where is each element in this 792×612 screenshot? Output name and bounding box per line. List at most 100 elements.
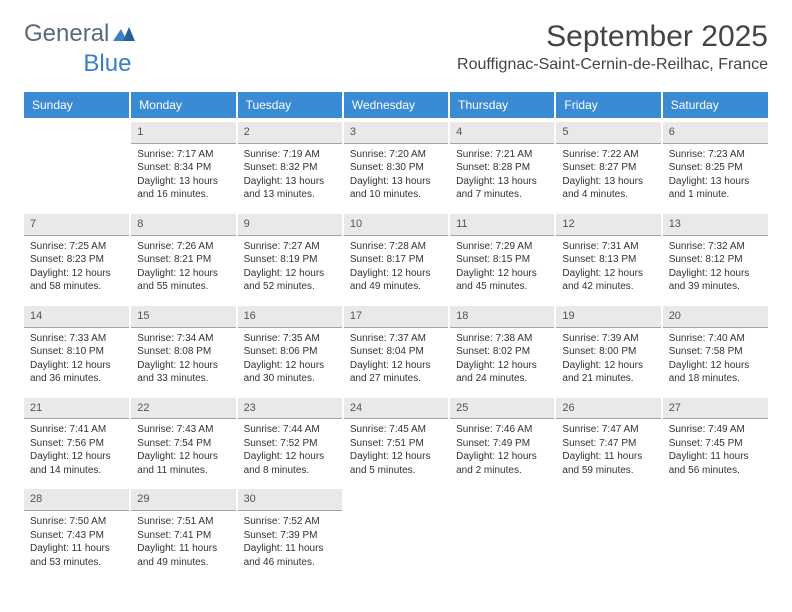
calendar-table: SundayMondayTuesdayWednesdayThursdayFrid… bbox=[24, 92, 768, 581]
sunset-text: Sunset: 8:10 PM bbox=[30, 345, 123, 359]
calendar-week-row: 7Sunrise: 7:25 AMSunset: 8:23 PMDaylight… bbox=[24, 211, 768, 303]
daylight-text: Daylight: 12 hours and 30 minutes. bbox=[244, 359, 336, 386]
calendar-body: 1Sunrise: 7:17 AMSunset: 8:34 PMDaylight… bbox=[24, 120, 768, 578]
daylight-text: Daylight: 12 hours and 14 minutes. bbox=[30, 450, 123, 477]
sunrise-text: Sunrise: 7:28 AM bbox=[350, 240, 442, 254]
day-content: Sunrise: 7:49 AMSunset: 7:45 PMDaylight:… bbox=[663, 419, 768, 483]
sunset-text: Sunset: 7:51 PM bbox=[350, 437, 442, 451]
sunrise-text: Sunrise: 7:34 AM bbox=[137, 332, 229, 346]
daylight-text: Daylight: 12 hours and 2 minutes. bbox=[456, 450, 548, 477]
sunrise-text: Sunrise: 7:46 AM bbox=[456, 423, 548, 437]
sunrise-text: Sunrise: 7:45 AM bbox=[350, 423, 442, 437]
day-number: 30 bbox=[238, 489, 342, 511]
calendar-day-cell: 18Sunrise: 7:38 AMSunset: 8:02 PMDayligh… bbox=[449, 303, 555, 395]
daylight-text: Daylight: 12 hours and 27 minutes. bbox=[350, 359, 442, 386]
logo: General bbox=[24, 20, 137, 48]
calendar-day-cell: 21Sunrise: 7:41 AMSunset: 7:56 PMDayligh… bbox=[24, 395, 130, 487]
sunset-text: Sunset: 7:39 PM bbox=[244, 529, 336, 543]
calendar-day-cell: 16Sunrise: 7:35 AMSunset: 8:06 PMDayligh… bbox=[237, 303, 343, 395]
sunrise-text: Sunrise: 7:40 AM bbox=[669, 332, 762, 346]
day-number: 7 bbox=[24, 214, 129, 236]
day-content: Sunrise: 7:43 AMSunset: 7:54 PMDaylight:… bbox=[131, 419, 235, 483]
calendar-day-cell: 19Sunrise: 7:39 AMSunset: 8:00 PMDayligh… bbox=[555, 303, 661, 395]
sunset-text: Sunset: 8:34 PM bbox=[137, 161, 229, 175]
sunset-text: Sunset: 7:54 PM bbox=[137, 437, 229, 451]
day-content: Sunrise: 7:22 AMSunset: 8:27 PMDaylight:… bbox=[556, 144, 660, 208]
calendar-week-row: 1Sunrise: 7:17 AMSunset: 8:34 PMDaylight… bbox=[24, 120, 768, 211]
calendar-day-cell: 15Sunrise: 7:34 AMSunset: 8:08 PMDayligh… bbox=[130, 303, 236, 395]
daylight-text: Daylight: 13 hours and 7 minutes. bbox=[456, 175, 548, 202]
day-number: 11 bbox=[450, 214, 554, 236]
sunset-text: Sunset: 7:58 PM bbox=[669, 345, 762, 359]
day-number: 19 bbox=[556, 306, 660, 328]
day-content: Sunrise: 7:46 AMSunset: 7:49 PMDaylight:… bbox=[450, 419, 554, 483]
calendar-day-cell: 24 Sunrise: 7:45 AMSunset: 7:51 PMDayligh… bbox=[343, 395, 449, 487]
daylight-text: Daylight: 13 hours and 10 minutes. bbox=[350, 175, 442, 202]
calendar-day-cell: 25Sunrise: 7:46 AMSunset: 7:49 PMDayligh… bbox=[449, 395, 555, 487]
daylight-text: Daylight: 13 hours and 16 minutes. bbox=[137, 175, 229, 202]
sunrise-text: Sunrise: 7:44 AM bbox=[244, 423, 336, 437]
sunset-text: Sunset: 8:28 PM bbox=[456, 161, 548, 175]
weekday-header: Monday bbox=[130, 92, 236, 120]
calendar-header-row: SundayMondayTuesdayWednesdayThursdayFrid… bbox=[24, 92, 768, 120]
day-content: Sunrise: 7:32 AMSunset: 8:12 PMDaylight:… bbox=[663, 236, 768, 300]
calendar-day-cell: 29Sunrise: 7:51 AMSunset: 7:41 PMDayligh… bbox=[130, 486, 236, 578]
weekday-header: Thursday bbox=[449, 92, 555, 120]
day-number: 3 bbox=[344, 122, 448, 144]
sunrise-text: Sunrise: 7:31 AM bbox=[562, 240, 654, 254]
day-content: Sunrise: 7:44 AMSunset: 7:52 PMDaylight:… bbox=[238, 419, 342, 483]
daylight-text: Daylight: 11 hours and 56 minutes. bbox=[669, 450, 762, 477]
calendar-day-cell bbox=[24, 120, 130, 211]
calendar-day-cell: 9Sunrise: 7:27 AMSunset: 8:19 PMDaylight… bbox=[237, 211, 343, 303]
day-number: 24 bbox=[344, 398, 448, 420]
calendar-day-cell: 22Sunrise: 7:43 AMSunset: 7:54 PMDayligh… bbox=[130, 395, 236, 487]
day-content: Sunrise: 7:47 AMSunset: 7:47 PMDaylight:… bbox=[556, 419, 660, 483]
day-content: Sunrise: 7:37 AMSunset: 8:04 PMDaylight:… bbox=[344, 328, 448, 392]
sunrise-text: Sunrise: 7:38 AM bbox=[456, 332, 548, 346]
sunrise-text: Sunrise: 7:23 AM bbox=[669, 148, 762, 162]
daylight-text: Daylight: 12 hours and 45 minutes. bbox=[456, 267, 548, 294]
title-block: September 2025 Rouffignac-Saint-Cernin-d… bbox=[457, 20, 768, 74]
sunset-text: Sunset: 8:04 PM bbox=[350, 345, 442, 359]
day-number: 22 bbox=[131, 398, 235, 420]
day-content: Sunrise: 7:34 AMSunset: 8:08 PMDaylight:… bbox=[131, 328, 235, 392]
daylight-text: Daylight: 13 hours and 1 minute. bbox=[669, 175, 762, 202]
calendar-week-row: 28Sunrise: 7:50 AMSunset: 7:43 PMDayligh… bbox=[24, 486, 768, 578]
day-number: 6 bbox=[663, 122, 768, 144]
sunrise-text: Sunrise: 7:43 AM bbox=[137, 423, 229, 437]
calendar-day-cell: 30Sunrise: 7:52 AMSunset: 7:39 PMDayligh… bbox=[237, 486, 343, 578]
day-number: 16 bbox=[238, 306, 342, 328]
daylight-text: Daylight: 12 hours and 58 minutes. bbox=[30, 267, 123, 294]
day-content: Sunrise: 7:21 AMSunset: 8:28 PMDaylight:… bbox=[450, 144, 554, 208]
weekday-header: Wednesday bbox=[343, 92, 449, 120]
calendar-day-cell: 20Sunrise: 7:40 AMSunset: 7:58 PMDayligh… bbox=[662, 303, 768, 395]
sunrise-text: Sunrise: 7:49 AM bbox=[669, 423, 762, 437]
calendar-day-cell: 28Sunrise: 7:50 AMSunset: 7:43 PMDayligh… bbox=[24, 486, 130, 578]
calendar-day-cell: 10Sunrise: 7:28 AMSunset: 8:17 PMDayligh… bbox=[343, 211, 449, 303]
day-number: 23 bbox=[238, 398, 342, 420]
calendar-day-cell: 2Sunrise: 7:19 AMSunset: 8:32 PMDaylight… bbox=[237, 120, 343, 211]
day-number: 14 bbox=[24, 306, 129, 328]
daylight-text: Daylight: 11 hours and 46 minutes. bbox=[244, 542, 336, 569]
weekday-header: Sunday bbox=[24, 92, 130, 120]
sunrise-text: Sunrise: 7:50 AM bbox=[30, 515, 123, 529]
day-number: 12 bbox=[556, 214, 660, 236]
daylight-text: Daylight: 12 hours and 5 minutes. bbox=[350, 450, 442, 477]
sunset-text: Sunset: 8:19 PM bbox=[244, 253, 336, 267]
day-content: Sunrise: 7:51 AMSunset: 7:41 PMDaylight:… bbox=[131, 511, 235, 575]
sunset-text: Sunset: 8:30 PM bbox=[350, 161, 442, 175]
sunrise-text: Sunrise: 7:51 AM bbox=[137, 515, 229, 529]
day-content: Sunrise: 7:38 AMSunset: 8:02 PMDaylight:… bbox=[450, 328, 554, 392]
sunrise-text: Sunrise: 7:47 AM bbox=[562, 423, 654, 437]
daylight-text: Daylight: 12 hours and 11 minutes. bbox=[137, 450, 229, 477]
day-content: Sunrise: 7:19 AMSunset: 8:32 PMDaylight:… bbox=[238, 144, 342, 208]
day-number: 20 bbox=[663, 306, 768, 328]
day-number: 1 bbox=[131, 122, 235, 144]
sunset-text: Sunset: 8:13 PM bbox=[562, 253, 654, 267]
sunset-text: Sunset: 7:43 PM bbox=[30, 529, 123, 543]
daylight-text: Daylight: 12 hours and 24 minutes. bbox=[456, 359, 548, 386]
calendar-day-cell: 17Sunrise: 7:37 AMSunset: 8:04 PMDayligh… bbox=[343, 303, 449, 395]
sunrise-text: Sunrise: 7:17 AM bbox=[137, 148, 229, 162]
sunrise-text: Sunrise: 7:27 AM bbox=[244, 240, 336, 254]
sunset-text: Sunset: 7:47 PM bbox=[562, 437, 654, 451]
